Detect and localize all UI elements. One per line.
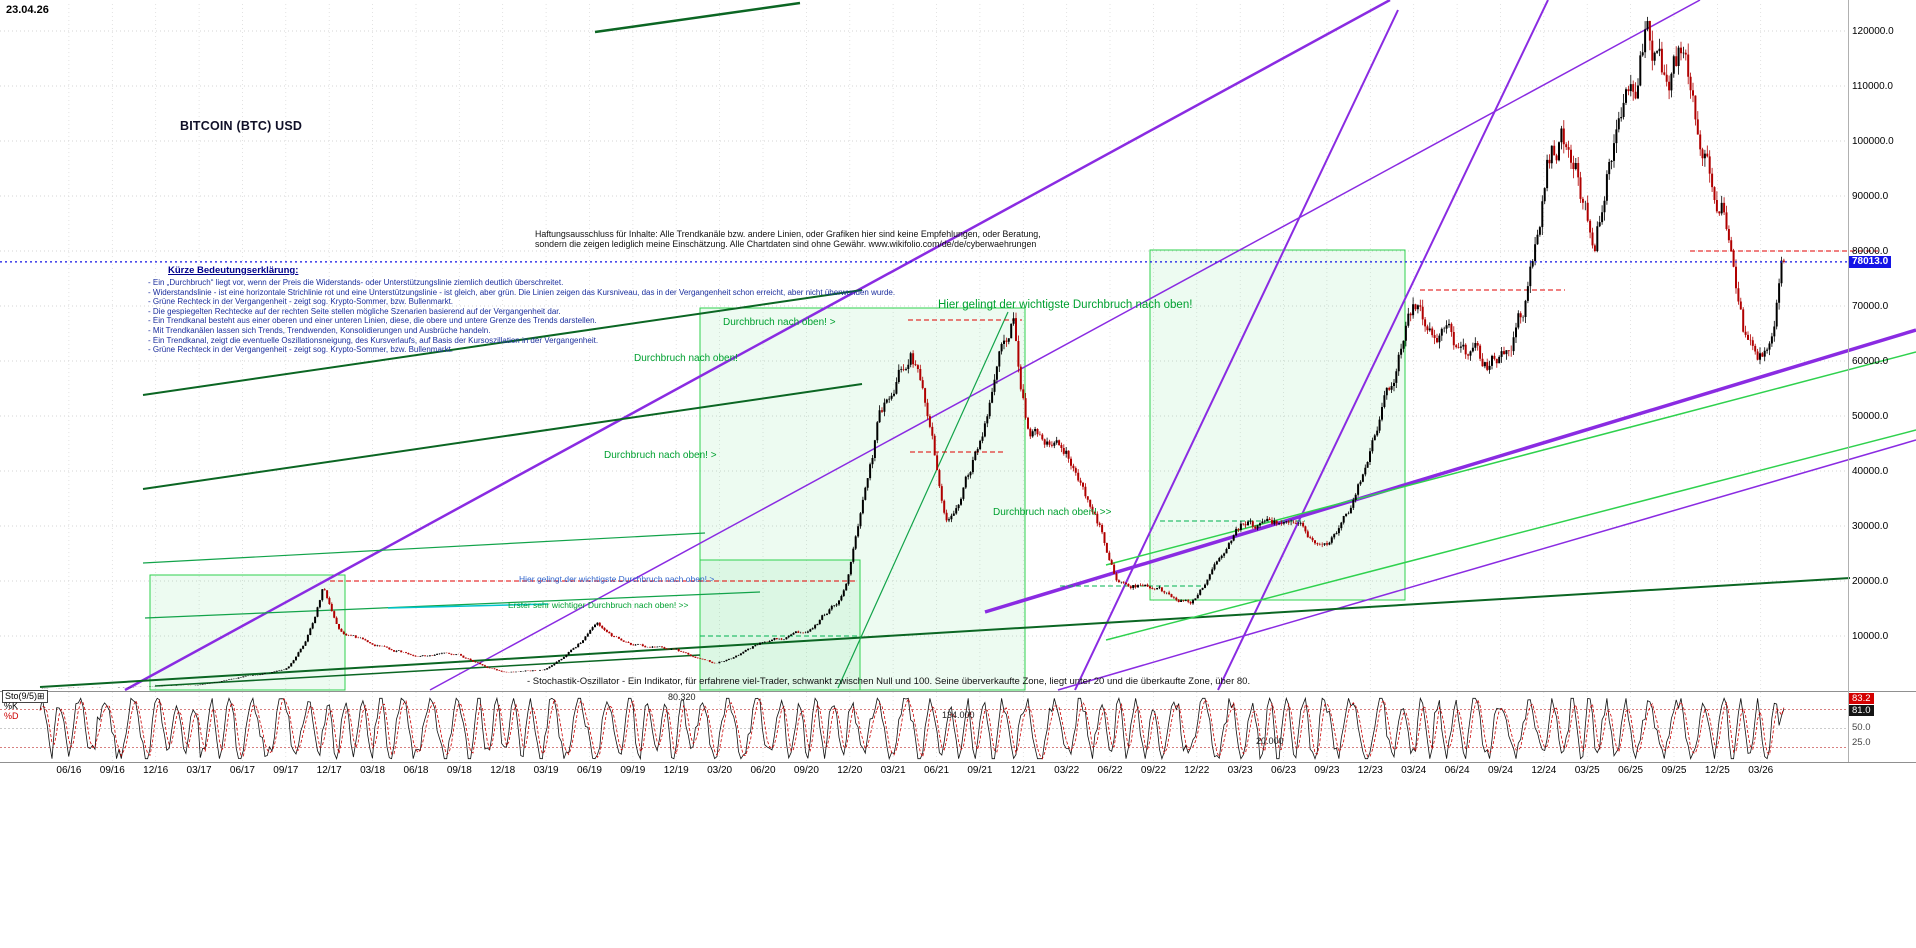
x-tick-label: 09/25: [1661, 765, 1687, 776]
x-tick-label: 12/23: [1357, 765, 1383, 776]
date-label: 23.04.26: [6, 4, 49, 16]
x-tick-label: 03/26: [1748, 765, 1774, 776]
legend-item: - Widerstandslinie - ist eine horizontal…: [148, 287, 896, 297]
x-tick-label: 06/18: [403, 765, 429, 776]
x-tick-label: 09/24: [1487, 765, 1513, 776]
disclaimer-line-2: sondern die zeigen lediglich meine Einsc…: [535, 239, 1037, 249]
stochastic-note: - Stochastik-Oszillator - Ein Indikator,…: [527, 676, 1251, 687]
x-tick-label: 12/19: [663, 765, 689, 776]
x-tick-label: 12/22: [1184, 765, 1210, 776]
y-tick-label: 70000.0: [1852, 300, 1889, 312]
stochastic-d-label: %D: [4, 711, 19, 721]
annotation-text: Hier gelingt der wichtigste Durchbruch n…: [519, 574, 715, 584]
stochastic-k-label: %K: [4, 701, 19, 711]
annotation-text: Durchbruch nach oben! >: [604, 450, 717, 461]
x-tick-label: 06/25: [1618, 765, 1644, 776]
x-tick-label: 06/23: [1271, 765, 1297, 776]
x-tick-label: 09/16: [99, 765, 125, 776]
oscillator-level-label-50: 50.0: [1852, 722, 1871, 733]
price-level-label: 20.000: [1256, 736, 1284, 746]
price-level-label: 134.000: [942, 710, 975, 720]
x-tick-label: 03/25: [1574, 765, 1600, 776]
x-tick-label: 03/23: [1227, 765, 1253, 776]
current-price-badge: 78013.0: [1849, 256, 1892, 268]
x-tick-label: 09/19: [620, 765, 646, 776]
price-level-label: 80.320: [668, 692, 696, 702]
annotation-text: Durchbruch nach oben! >: [723, 317, 836, 328]
x-tick-label: 12/20: [837, 765, 863, 776]
x-tick-label: 09/20: [793, 765, 819, 776]
chart-title: BITCOIN (BTC) USD: [180, 119, 303, 133]
legend-item: - Ein Trendkanal, zeigt die eventuelle O…: [148, 335, 599, 345]
oscillator-d-value-badge: 83.2: [1849, 693, 1874, 704]
legend-item: - Grüne Rechteck in der Vergangenheit - …: [148, 345, 454, 355]
y-tick-label: 40000.0: [1852, 465, 1889, 477]
legend-title: Kürze Bedeutungserklärung:: [168, 265, 299, 276]
x-tick-label: 12/17: [316, 765, 342, 776]
x-tick-label: 03/22: [1054, 765, 1080, 776]
x-tick-label: 12/24: [1531, 765, 1557, 776]
x-tick-label: 06/16: [56, 765, 82, 776]
stochastic-indicator-label[interactable]: Sto(9/5)⊞: [2, 690, 48, 703]
oscillator-level-label-25: 25.0: [1852, 737, 1871, 748]
legend-item: - Grüne Rechteck in der Vergangenheit - …: [148, 297, 454, 307]
x-tick-label: 12/16: [143, 765, 169, 776]
x-tick-label: 03/21: [880, 765, 906, 776]
annotation-text: Durchbruch nach oben! >>: [993, 507, 1112, 518]
legend-item: - Ein Trendkanal besteht aus einer obere…: [148, 316, 597, 326]
x-tick-label: 03/17: [186, 765, 212, 776]
x-tick-label: 09/21: [967, 765, 993, 776]
x-tick-label: 06/21: [924, 765, 950, 776]
x-tick-label: 09/17: [273, 765, 299, 776]
y-tick-label: 10000.0: [1852, 630, 1889, 642]
disclaimer-line-1: Haftungsausschluss für Inhalte: Alle Tre…: [535, 229, 1041, 239]
annotation-text: Erster sehr wichtiger Durchbruch nach ob…: [508, 600, 689, 610]
x-tick-label: 09/22: [1140, 765, 1166, 776]
x-tick-label: 06/24: [1444, 765, 1470, 776]
y-tick-label: 110000.0: [1852, 80, 1893, 92]
legend-item: - Ein „Durchbruch“ liegt vor, wenn der P…: [148, 278, 564, 287]
legend-block: - Ein „Durchbruch“ liegt vor, wenn der P…: [148, 278, 895, 355]
legend-item: - Die gespiegelten Rechtecke auf der rec…: [148, 306, 561, 316]
indicator-name: Sto(9/5): [5, 691, 38, 701]
annotation-text: Durchbruch nach oben!: [634, 353, 738, 364]
y-tick-label: 30000.0: [1852, 520, 1889, 532]
x-tick-label: 12/25: [1704, 765, 1730, 776]
annotation-text: Hier gelingt der wichtigste Durchbruch n…: [938, 299, 1193, 311]
x-tick-label: 03/19: [533, 765, 559, 776]
x-tick-label: 06/22: [1097, 765, 1123, 776]
y-tick-label: 20000.0: [1852, 575, 1889, 587]
x-tick-label: 03/24: [1401, 765, 1427, 776]
y-tick-label: 80000.0: [1852, 245, 1889, 257]
y-tick-label: 100000.0: [1852, 135, 1894, 147]
indicator-settings-icon[interactable]: ⊞: [37, 691, 45, 701]
x-tick-label: 03/20: [707, 765, 733, 776]
x-tick-label: 06/17: [229, 765, 255, 776]
x-tick-label: 12/18: [490, 765, 516, 776]
x-tick-label: 12/21: [1010, 765, 1036, 776]
legend-item: - Mit Trendkanälen lassen sich Trends, T…: [148, 325, 491, 335]
x-tick-label: 09/18: [446, 765, 472, 776]
y-tick-label: 120000.0: [1852, 25, 1894, 37]
y-tick-label: 60000.0: [1852, 355, 1889, 367]
x-tick-label: 09/23: [1314, 765, 1340, 776]
y-tick-label: 90000.0: [1852, 190, 1889, 202]
x-tick-label: 06/19: [576, 765, 602, 776]
oscillator-k-value-badge: 81.0: [1849, 705, 1874, 716]
x-tick-label: 06/20: [750, 765, 776, 776]
x-tick-label: 03/18: [360, 765, 386, 776]
y-tick-label: 50000.0: [1852, 410, 1889, 422]
